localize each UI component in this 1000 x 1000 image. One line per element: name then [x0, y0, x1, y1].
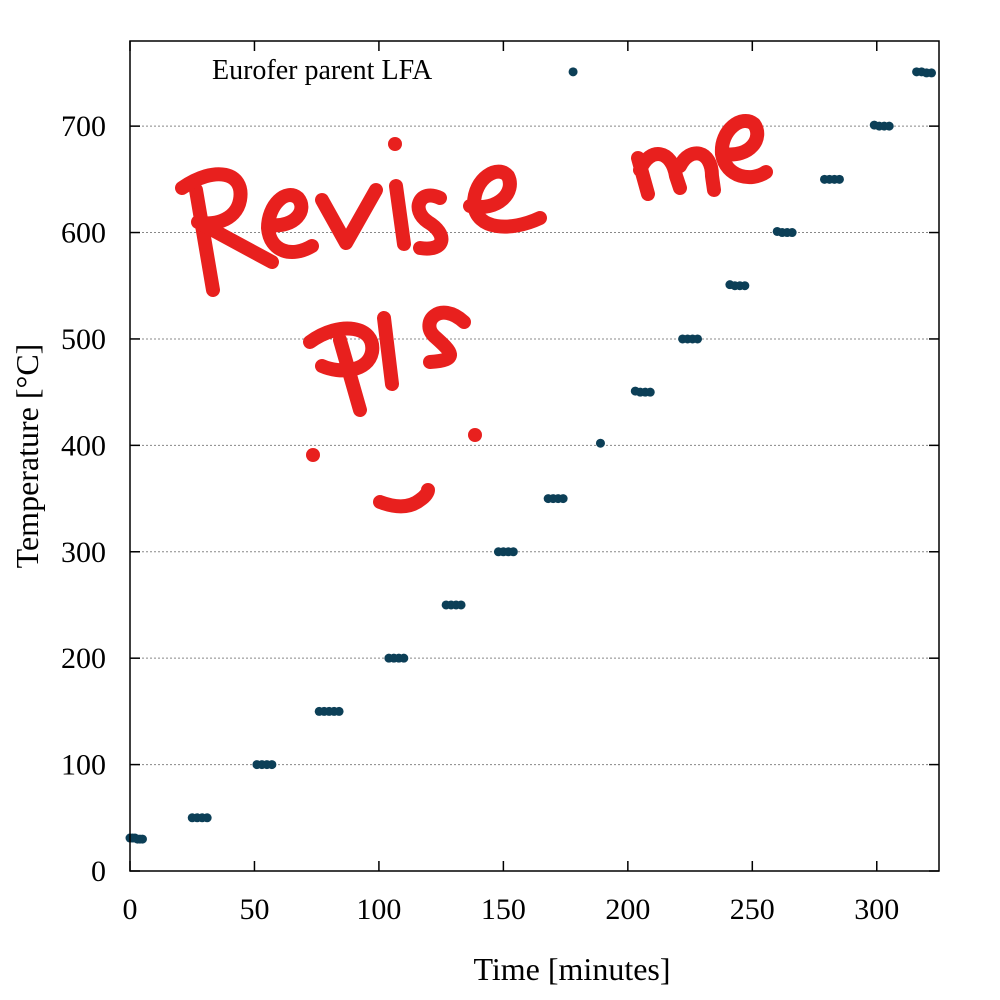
data-point [568, 67, 578, 77]
data-point [927, 68, 937, 78]
y-tick-label: 700 [61, 110, 106, 143]
data-point [508, 547, 518, 557]
y-tick-label: 200 [61, 642, 106, 675]
x-tick-label: 100 [356, 893, 401, 926]
y-tick-label: 100 [61, 749, 106, 782]
y-tick-label: 300 [61, 536, 106, 569]
data-point [834, 174, 844, 184]
y-tick-labels: 0 100 200 300 400 500 600 700 [61, 110, 106, 888]
grid-lines [130, 125, 939, 766]
data-point [558, 494, 568, 504]
x-tick-label: 50 [239, 893, 269, 926]
data-point [267, 760, 277, 770]
plot-frame [129, 40, 940, 872]
data-point [595, 438, 605, 448]
x-tick-labels: 0 50 100 150 200 250 300 [123, 893, 900, 926]
data-point [137, 834, 147, 844]
legend-label: Eurofer parent LFA [212, 55, 433, 86]
y-tick-label: 0 [91, 855, 106, 888]
data-point [456, 600, 466, 610]
x-tick-label: 300 [854, 893, 899, 926]
data-points [125, 67, 937, 844]
x-tick-label: 150 [481, 893, 526, 926]
y-tick-label: 500 [61, 323, 106, 356]
data-point [693, 334, 703, 344]
y-tick-label: 400 [61, 429, 106, 462]
data-point [787, 228, 797, 238]
data-point [202, 813, 212, 823]
x-tick-label: 250 [730, 893, 775, 926]
x-tick-label: 0 [123, 893, 138, 926]
data-point [399, 653, 409, 663]
data-point [884, 121, 894, 131]
data-point [740, 281, 750, 291]
x-axis-title: Time [minutes] [473, 951, 670, 987]
handwritten-annotation [175, 114, 773, 514]
data-point [334, 706, 344, 716]
axis-ticks [129, 41, 939, 872]
y-tick-label: 600 [61, 217, 106, 250]
x-tick-label: 200 [605, 893, 650, 926]
data-point [645, 387, 655, 397]
y-axis-title: Temperature [°C] [9, 344, 45, 569]
